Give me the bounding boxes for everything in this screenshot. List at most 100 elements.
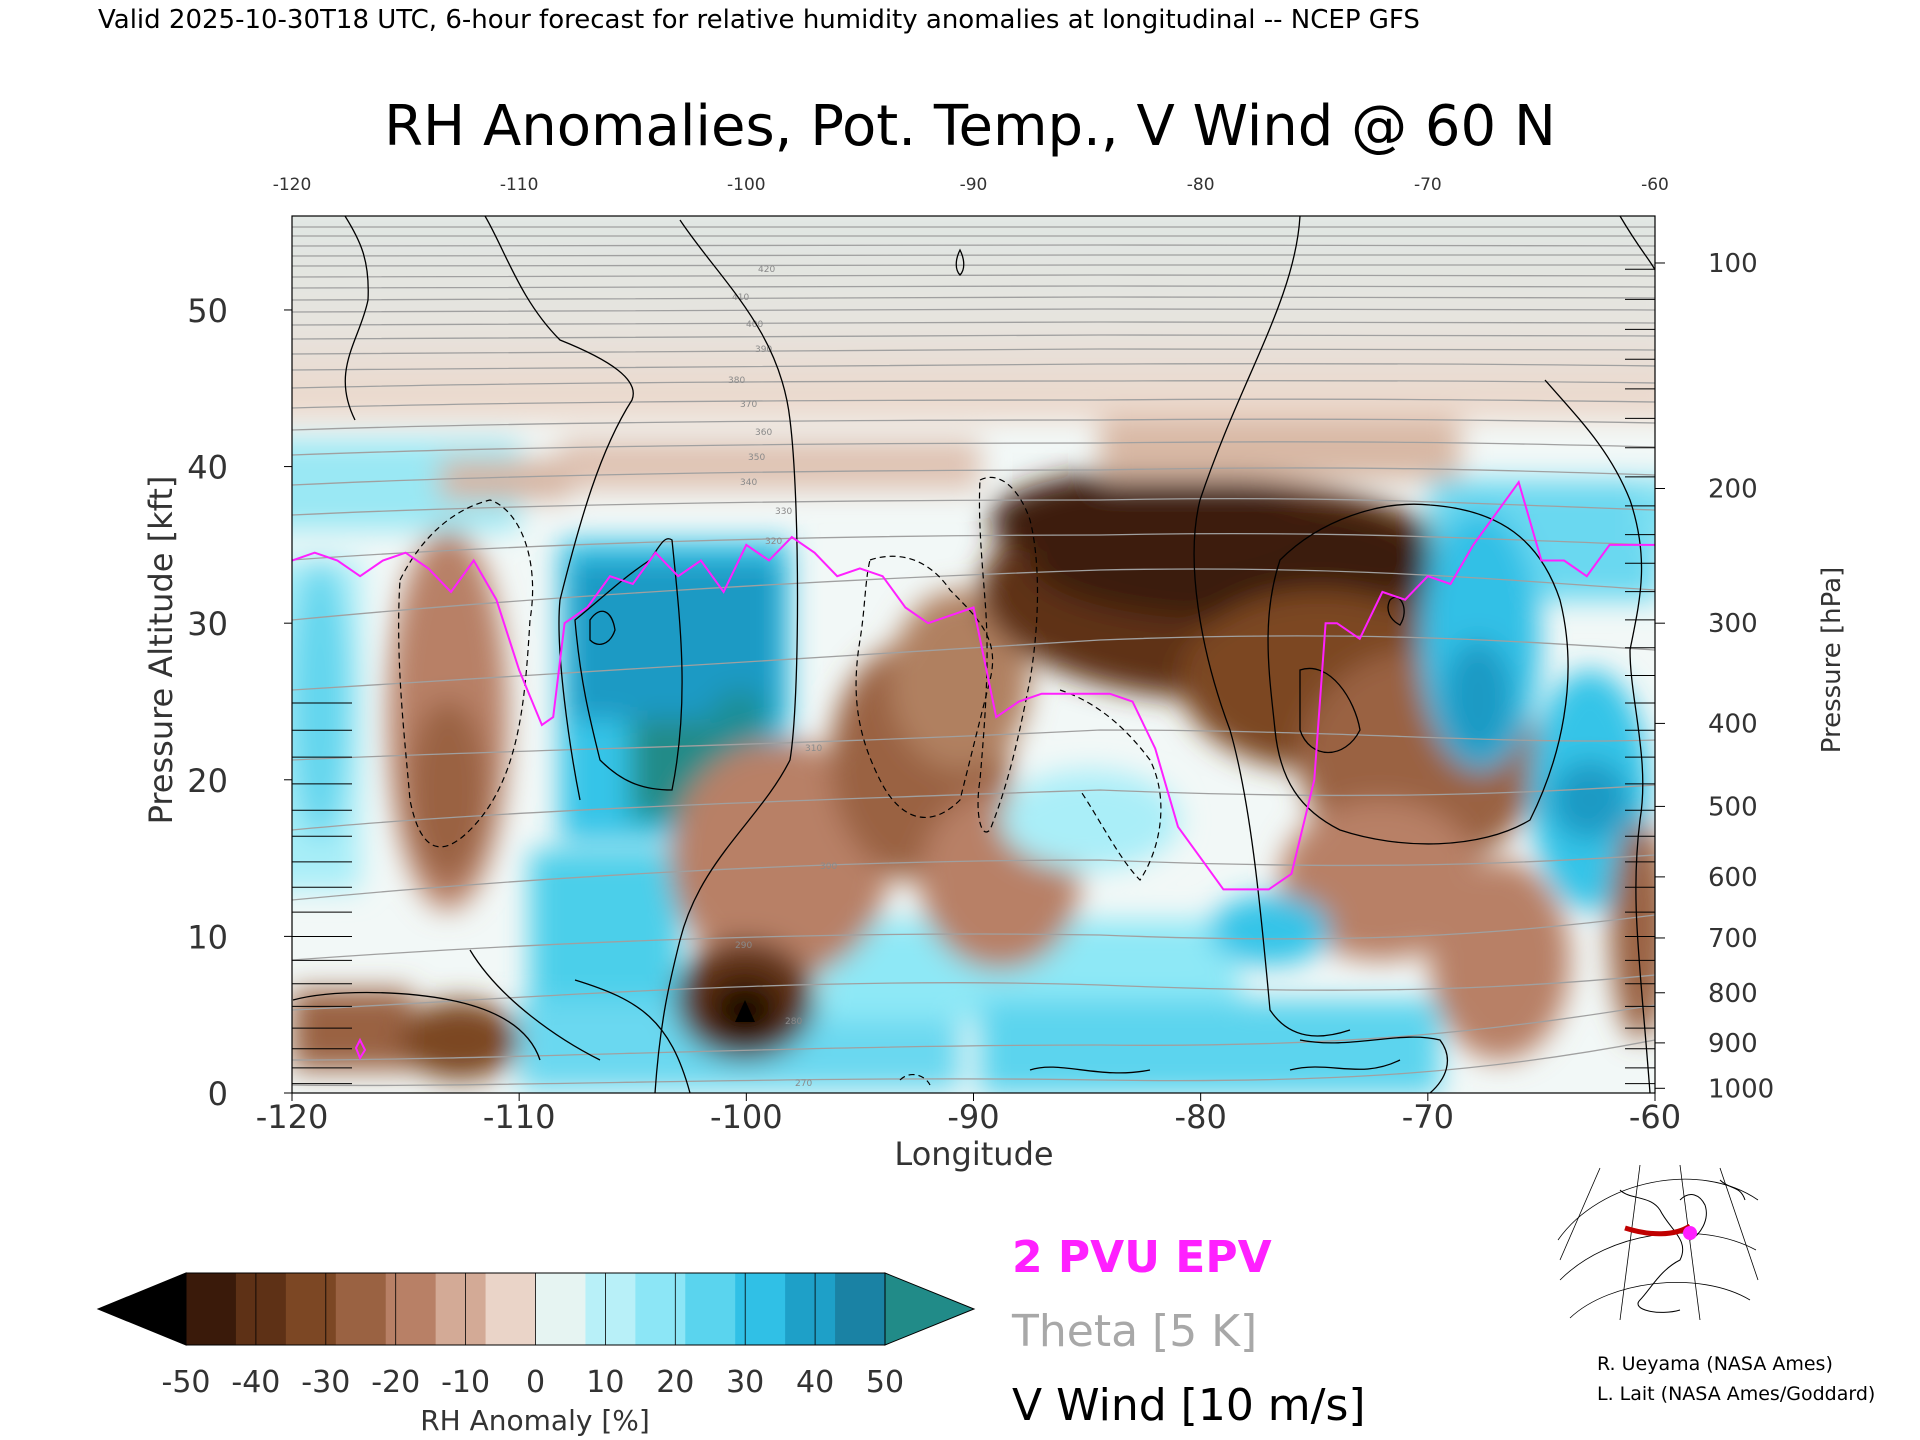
y-tick-label: 30 (187, 605, 228, 643)
theta-label: 350 (748, 453, 765, 463)
pressure-tick-label: 800 (1708, 979, 1758, 1009)
x-tick-label: -120 (256, 1098, 329, 1136)
x-tick-label: -80 (1175, 1098, 1227, 1136)
x-tick-label: -60 (1629, 1098, 1681, 1136)
colorbar-tick-label: 0 (526, 1365, 545, 1400)
colorbar-tick-label: -30 (301, 1365, 350, 1400)
theta-label: 340 (740, 478, 757, 488)
y-axis-label: Pressure Altitude [kft] (142, 476, 180, 825)
theta-label: 370 (740, 400, 757, 410)
pressure-tick-label: 200 (1708, 474, 1758, 504)
colorbar-tick-label: -20 (371, 1365, 420, 1400)
x-axis-ticks: -120 -110 -100 -90 -80 -70 -60 (256, 1093, 1681, 1136)
colorbar-swatch (435, 1273, 487, 1345)
colorbar-swatch (285, 1273, 337, 1345)
y2-axis-label: Pressure [hPa] (1817, 567, 1847, 754)
rh-anomaly-field (292, 216, 1655, 1093)
colorbar-swatch (635, 1273, 686, 1345)
colorbar-tick-label: -40 (231, 1365, 280, 1400)
colorbar-swatch (535, 1273, 586, 1345)
theta-label: 410 (732, 293, 749, 303)
pressure-tick-label: 1000 (1708, 1074, 1774, 1104)
y-tick-label: 40 (187, 449, 228, 487)
x-top-tick-label: -90 (960, 175, 988, 195)
theta-label: 330 (775, 507, 792, 517)
y-tick-label: 20 (187, 762, 228, 800)
pv2-low-segment (354, 1037, 367, 1061)
theta-label: 270 (795, 1079, 812, 1089)
pressure-axis-ticks: 100 200 300 400 500 600 700 800 900 1000 (1655, 249, 1774, 1104)
colorbar-swatch (235, 1273, 287, 1345)
colorbar-tick-label: -50 (162, 1365, 211, 1400)
colorbar: -50 -40 -30 -20 -10 0 10 20 30 40 50 (96, 1272, 976, 1400)
right-pressure-hatch (1625, 268, 1655, 1085)
colorbar-tick-label: 20 (656, 1365, 694, 1400)
colorbar-swatch (335, 1273, 387, 1345)
theta-label: 300 (820, 862, 837, 872)
locator-map (1557, 1164, 1759, 1321)
colorbar-swatch (785, 1273, 836, 1345)
colorbar-over-arrow (884, 1272, 976, 1346)
x-top-tick-label: -70 (1414, 175, 1442, 195)
theta-label: 380 (728, 376, 745, 386)
theta-label: 360 (755, 428, 772, 438)
colorbar-swatch (385, 1273, 437, 1345)
colorbar-tick-label: 10 (586, 1365, 624, 1400)
theta-label: 390 (755, 345, 772, 355)
colorbar-tick-label: 30 (726, 1365, 764, 1400)
pressure-tick-label: 300 (1708, 609, 1758, 639)
colorbar-swatch (186, 1273, 237, 1345)
colorbar-tick-label: 50 (866, 1365, 904, 1400)
y-tick-label: 0 (208, 1075, 228, 1113)
chart-title: RH Anomalies, Pot. Temp., V Wind @ 60 N (384, 94, 1556, 159)
pressure-tick-label: 600 (1708, 863, 1758, 893)
colorbar-swatch (585, 1273, 636, 1345)
pressure-tick-label: 400 (1708, 709, 1758, 739)
valid-line: Valid 2025-10-30T18 UTC, 6-hour forecast… (98, 5, 1420, 35)
theta-label: 280 (785, 1017, 802, 1027)
surface-marker (735, 1000, 755, 1022)
legend: 2 PVU EPV Theta [5 K] V Wind [10 m/s] (1011, 1232, 1366, 1431)
x-top-tick-label: -110 (500, 175, 539, 195)
colorbar-tick-label: 40 (796, 1365, 834, 1400)
x-tick-label: -70 (1402, 1098, 1454, 1136)
x-top-tick-label: -60 (1641, 175, 1669, 195)
colorbar-swatch (685, 1273, 736, 1345)
theta-label: 420 (758, 265, 775, 275)
y-tick-label: 50 (187, 292, 228, 330)
locator-map-box (1558, 1165, 1758, 1320)
legend-theta: Theta [5 K] (1011, 1306, 1257, 1357)
x-top-tick-label: -120 (273, 175, 312, 195)
theta-label: 400 (746, 320, 763, 330)
plot-area: 270 280 290 300 310 320 330 340 350 360 … (292, 216, 1655, 1093)
legend-pv: 2 PVU EPV (1012, 1232, 1272, 1283)
theta-label: 310 (805, 744, 822, 754)
locator-point (1683, 1226, 1697, 1240)
colorbar-swatch (485, 1273, 536, 1345)
colorbar-under-arrow (96, 1272, 187, 1346)
y-tick-label: 10 (187, 918, 228, 956)
colorbar-swatch (735, 1273, 786, 1345)
pressure-tick-label: 700 (1708, 924, 1758, 954)
y-axis-ticks: 0 10 20 30 40 50 (187, 292, 292, 1113)
pressure-tick-label: 100 (1708, 249, 1758, 279)
x-tick-label: -90 (947, 1098, 999, 1136)
legend-vwind: V Wind [10 m/s] (1012, 1380, 1366, 1431)
v-wind-negative-contours (398, 476, 1162, 1086)
pv2-line (292, 479, 1655, 891)
colorbar-swatch (835, 1273, 886, 1345)
theta-labels: 270 280 290 300 310 320 330 340 350 360 … (728, 265, 837, 1089)
x-top-tick-label: -80 (1187, 175, 1215, 195)
x-axis-top-ticks: -120 -110 -100 -90 -80 -70 -60 (273, 175, 1669, 195)
x-tick-label: -100 (710, 1098, 783, 1136)
colorbar-label: RH Anomaly [%] (420, 1404, 650, 1437)
theta-label: 290 (735, 941, 752, 951)
pressure-tick-label: 900 (1708, 1029, 1758, 1059)
x-axis-label: Longitude (894, 1135, 1053, 1173)
pressure-tick-label: 500 (1708, 792, 1758, 822)
credit-1: R. Ueyama (NASA Ames) (1597, 1353, 1833, 1375)
left-pressure-hatch (292, 702, 352, 1085)
x-top-tick-label: -100 (727, 175, 766, 195)
x-tick-label: -110 (483, 1098, 556, 1136)
